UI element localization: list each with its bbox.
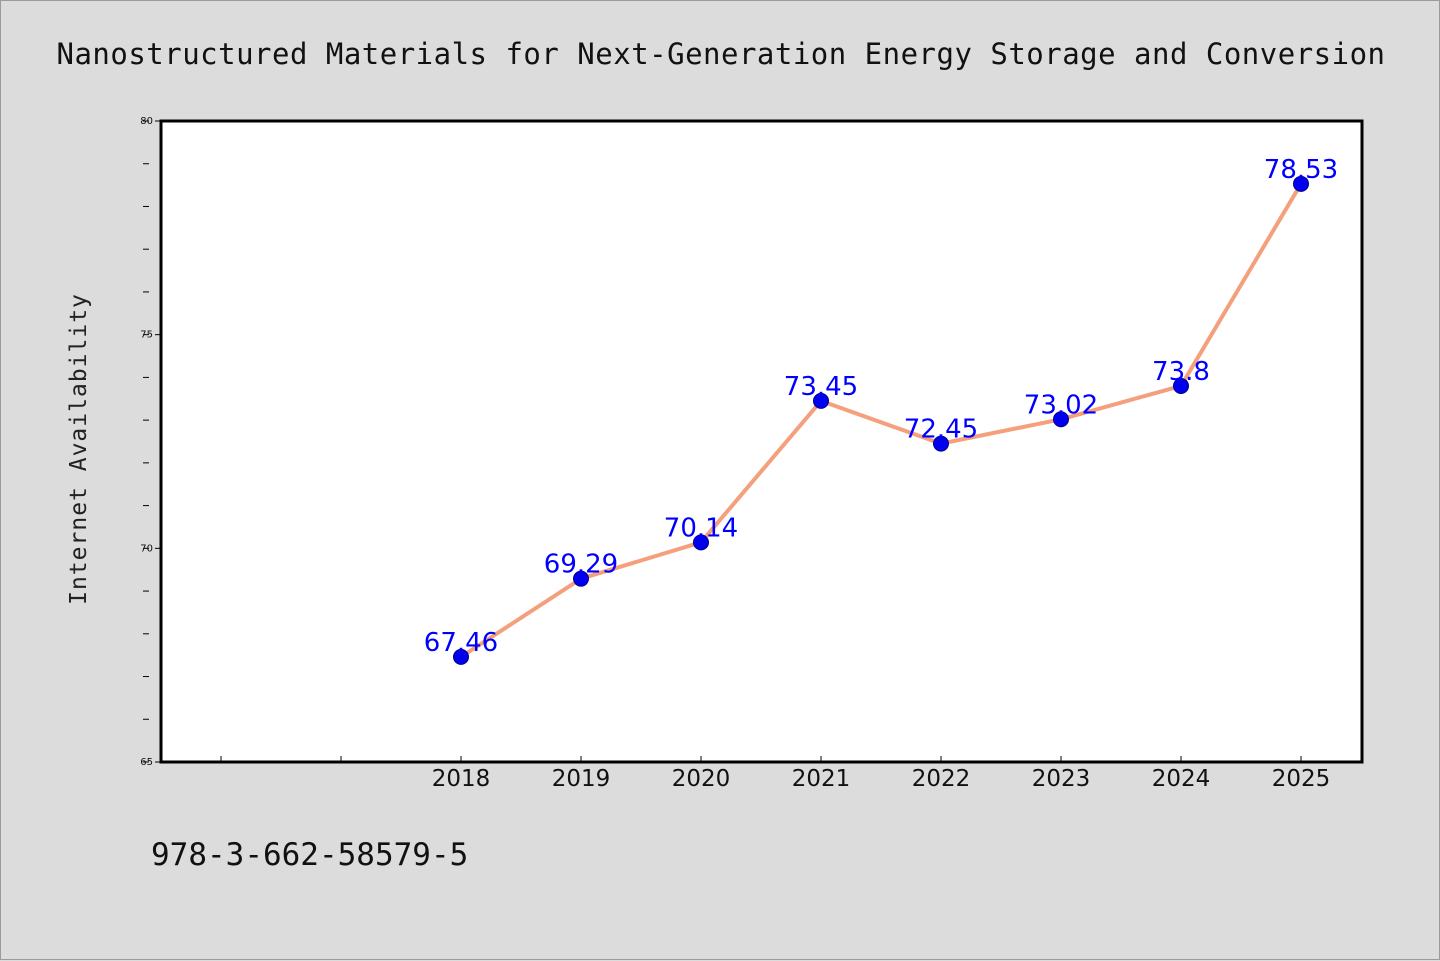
- data-label: 73.8: [1152, 357, 1210, 387]
- x-tick-label: 2021: [792, 766, 851, 792]
- y-tick-label: 65: [140, 757, 153, 768]
- x-tick-label: 2023: [1032, 766, 1091, 792]
- data-point: [453, 648, 469, 665]
- data-point: [1293, 175, 1309, 192]
- data-label: 72.45: [904, 415, 978, 445]
- footer-isbn: 978-3-662-58579-5: [151, 837, 468, 873]
- x-tick-label: 2022: [912, 766, 971, 792]
- x-tick-label: 2019: [552, 766, 611, 792]
- data-point: [573, 570, 589, 587]
- data-point: [933, 435, 949, 452]
- data-label: 73.45: [784, 372, 858, 402]
- data-label: 78.53: [1264, 155, 1338, 185]
- y-axis-label: Internet Availability: [66, 293, 92, 605]
- x-tick-label: 2020: [672, 766, 731, 792]
- series-line: [459, 181, 1303, 659]
- x-tick-label: 2025: [1272, 766, 1331, 792]
- y-axis: 65 70 75 80: [140, 116, 161, 768]
- data-point: [693, 534, 709, 551]
- chart-title: Nanostructured Materials for Next-Genera…: [56, 37, 1385, 71]
- data-label: 70.14: [664, 513, 738, 543]
- y-tick-label: 70: [140, 543, 153, 554]
- plot-area: [159, 119, 1364, 764]
- data-label: 67.46: [424, 628, 498, 658]
- data-label: 73.02: [1024, 390, 1098, 420]
- data-label: 69.29: [544, 550, 618, 580]
- data-point: [1173, 377, 1189, 394]
- series-0: 67.46 69.29 70.14 73.45 72.45 73.02 73.8 78.53: [424, 155, 1338, 665]
- x-axis: 2018 2019 2020 2021 2022 2023 2024 2025: [220, 756, 1331, 792]
- y-tick-label: 75: [140, 330, 153, 341]
- data-point: [1053, 411, 1069, 428]
- x-tick-label: 2024: [1152, 766, 1211, 792]
- y-tick-label: 80: [140, 116, 153, 127]
- x-tick-label: 2018: [432, 766, 491, 792]
- data-point: [813, 392, 829, 409]
